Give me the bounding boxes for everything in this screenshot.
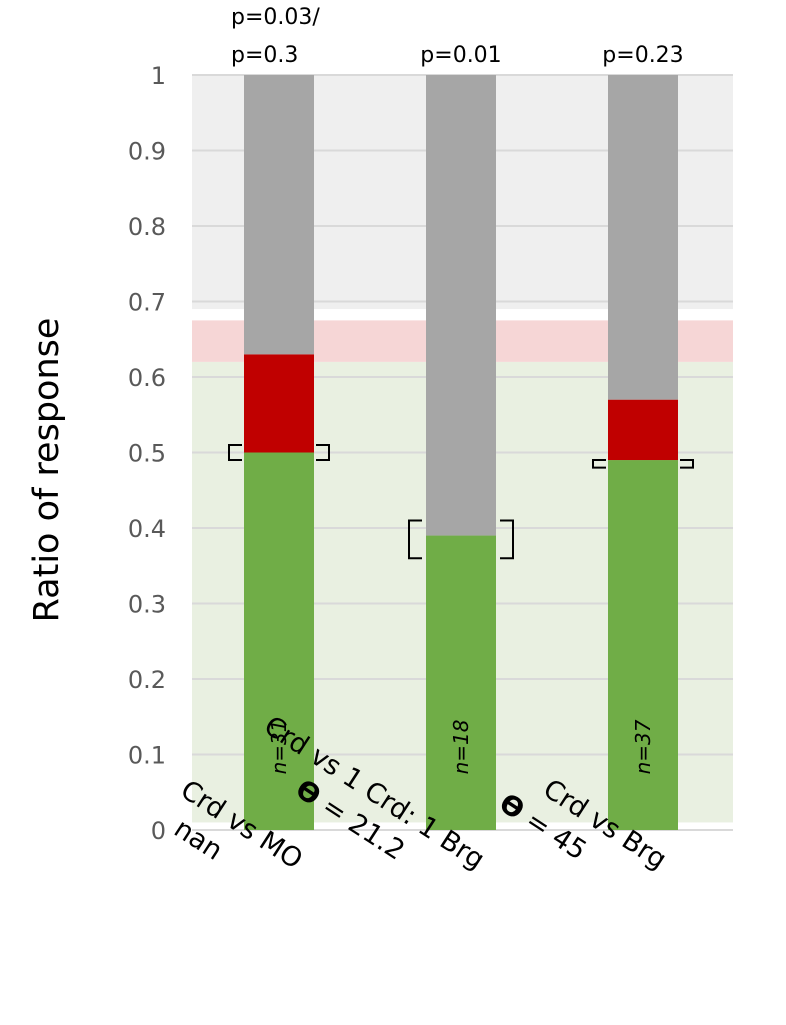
y-tick-label: 0.9 xyxy=(128,138,166,166)
bar-segment-green xyxy=(426,535,496,830)
bars xyxy=(244,75,678,830)
bar-segment-red xyxy=(608,399,678,461)
error-bracket-left xyxy=(592,459,606,469)
y-tick-label: 0.8 xyxy=(128,213,166,241)
p-value-label: p=0.23 xyxy=(602,43,683,68)
p-value-labels: p=0.03/p=0.3 p=0.01 p=0.23 xyxy=(231,5,684,68)
p-value-label: p=0.03/ xyxy=(231,5,320,30)
error-bracket-left xyxy=(408,519,422,560)
bar-segment-gray xyxy=(244,75,314,355)
y-tick-label: 0.6 xyxy=(128,364,166,392)
y-tick-label: 0.7 xyxy=(128,289,166,317)
error-bracket-right xyxy=(680,459,694,469)
error-bracket-right xyxy=(500,519,514,560)
error-brackets xyxy=(228,443,694,560)
y-tick-labels: 0 0.1 0.2 0.3 0.4 0.5 0.6 0.7 0.8 0.9 1 xyxy=(128,62,166,845)
y-axis-label: Ratio of response xyxy=(27,318,67,623)
error-bracket-right xyxy=(316,443,330,462)
y-tick-label: 0.2 xyxy=(128,666,166,694)
y-tick-label: 0.3 xyxy=(128,591,166,619)
bar-segment-green xyxy=(244,452,314,830)
n-label: n=37 xyxy=(631,719,655,774)
bar-segment-green xyxy=(608,460,678,830)
p-value-label: p=0.01 xyxy=(420,43,501,68)
bar-segment-red xyxy=(244,354,314,453)
p-value-label: p=0.3 xyxy=(231,43,298,68)
y-tick-label: 0.4 xyxy=(128,515,166,543)
bar-segment-gray xyxy=(608,75,678,400)
n-labels: n=31 n=18 n=37 xyxy=(267,719,655,774)
y-tick-label: 0.5 xyxy=(128,440,166,468)
error-bracket-left xyxy=(228,443,242,462)
n-label: n=18 xyxy=(449,720,473,775)
n-label: n=31 xyxy=(267,720,291,775)
y-tick-label: 0.1 xyxy=(128,742,166,770)
bar-segment-gray xyxy=(426,75,496,536)
y-tick-label: 0 xyxy=(151,817,166,845)
y-tick-label: 1 xyxy=(151,62,166,90)
